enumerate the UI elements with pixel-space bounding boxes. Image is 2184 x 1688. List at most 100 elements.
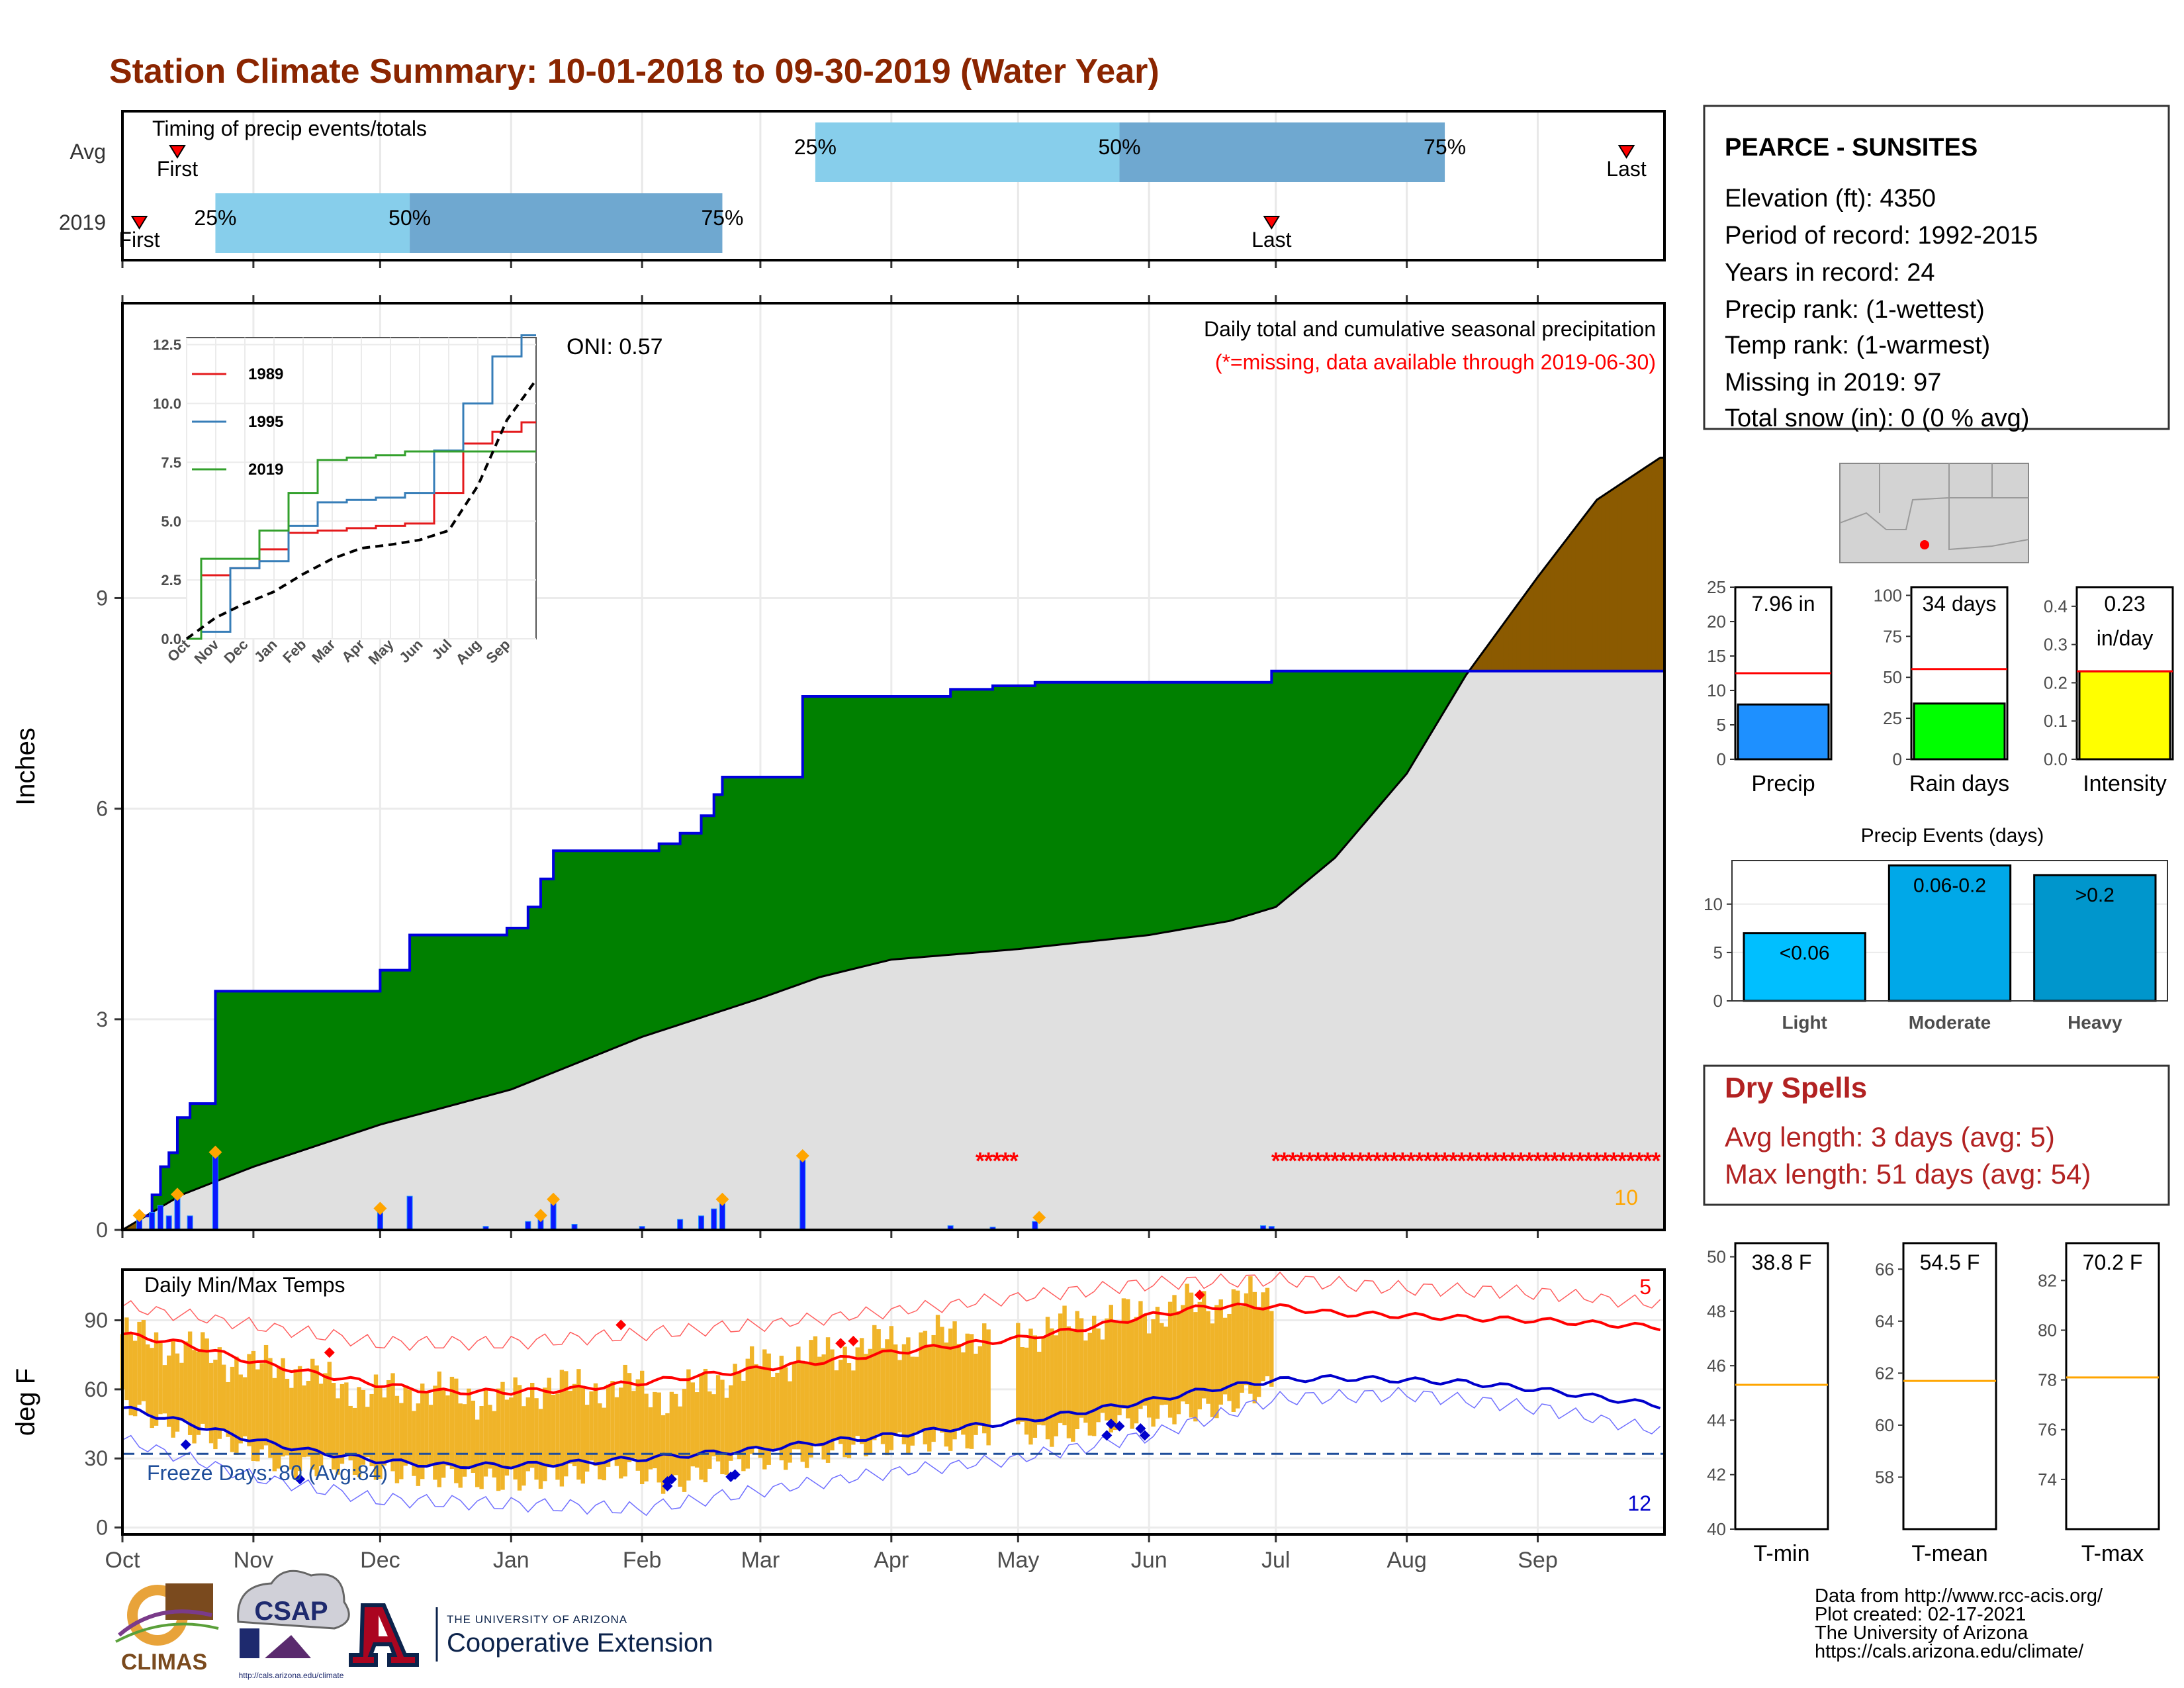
- daily-temp-bar: [965, 1333, 970, 1449]
- temp-summary-ytick-label: 40: [1707, 1519, 1726, 1539]
- daily-precip-bar: [719, 1203, 725, 1231]
- daily-temp-bar: [525, 1397, 531, 1472]
- missing-marker: *: [1516, 1147, 1525, 1174]
- daily-temp-bar: [948, 1329, 953, 1451]
- events-bar-label: 0.06-0.2: [1913, 874, 1986, 896]
- month-label: May: [997, 1548, 1039, 1573]
- temp-summary-ytick-label: 82: [2038, 1270, 2057, 1290]
- daily-temp-bar: [344, 1382, 349, 1454]
- daily-temp-bar: [281, 1358, 285, 1457]
- summary-ytick-label: 25: [1707, 577, 1726, 597]
- precip-panel: ***** ***********************************…: [11, 295, 1666, 1242]
- missing-marker: *: [1491, 1147, 1500, 1174]
- daily-temp-bar: [196, 1351, 201, 1435]
- summary-xlabel: Rain days: [1909, 771, 2009, 796]
- daily-temp-bar: [208, 1362, 214, 1444]
- month-label: Jul: [1261, 1548, 1290, 1573]
- daily-temp-bar: [935, 1315, 940, 1430]
- inset-ytick-label: 7.5: [161, 454, 181, 471]
- missing-marker: *: [1373, 1147, 1382, 1174]
- missing-marker: *: [1009, 1147, 1019, 1174]
- missing-marker: *: [1424, 1147, 1433, 1174]
- month-label: Apr: [874, 1548, 909, 1573]
- inset-ytick-label: 2.5: [161, 572, 181, 588]
- station-line-2: Period of record: 1992-2015: [1725, 222, 2038, 250]
- daily-temp-bar: [492, 1411, 496, 1478]
- missing-marker: *: [1440, 1147, 1449, 1174]
- record-low-marker: [295, 1474, 306, 1485]
- missing-marker: *: [1364, 1147, 1373, 1174]
- daily-temp-bar: [711, 1394, 716, 1457]
- daily-precip-bar: [711, 1208, 717, 1231]
- record-low-count: 12: [1627, 1491, 1651, 1515]
- daily-temp-bar: [1100, 1339, 1105, 1413]
- missing-marker: *: [1499, 1147, 1508, 1174]
- daily-temp-bar: [914, 1356, 919, 1432]
- record-precip-marker: [373, 1201, 387, 1215]
- missing-marker: *: [1508, 1147, 1517, 1174]
- avg-max-line: [122, 1302, 1661, 1396]
- daily-temp-bar: [323, 1373, 328, 1454]
- daily-temp-bar: [1240, 1306, 1244, 1393]
- daily-temp-bar: [1181, 1305, 1185, 1402]
- missing-marker: *: [1314, 1147, 1323, 1174]
- daily-temp-bar: [619, 1387, 623, 1479]
- daily-temp-bar: [1189, 1292, 1194, 1418]
- daily-temp-bar: [639, 1370, 645, 1484]
- precip-ytick-label: 9: [96, 586, 108, 610]
- daily-temp-bar: [331, 1383, 336, 1470]
- summary-value-label: in/day: [2097, 626, 2153, 650]
- temp-summary-xlabel: T-mean: [1911, 1541, 1987, 1566]
- daily-temp-bar: [1236, 1290, 1240, 1409]
- summary-ytick-label: 0.4: [2044, 596, 2068, 616]
- missing-marker: *: [1651, 1147, 1661, 1174]
- daily-temp-bar: [614, 1397, 619, 1466]
- daily-temp-bar: [1071, 1329, 1075, 1442]
- temp-summary-ytick-label: 58: [1875, 1467, 1894, 1487]
- daily-temp-bar: [880, 1348, 886, 1444]
- record-low-marker: [729, 1469, 741, 1480]
- daily-temp-bar: [437, 1371, 441, 1487]
- daily-temp-bar: [1252, 1291, 1257, 1404]
- daily-temp-bar: [1160, 1323, 1164, 1405]
- inset-series-line: [187, 334, 536, 640]
- daily-temp-bar: [754, 1364, 758, 1448]
- temp-summary-value: 54.5 F: [1920, 1250, 1980, 1274]
- daily-temp-bar: [1062, 1305, 1067, 1426]
- daily-temp-bar: [201, 1332, 205, 1424]
- daily-temp-bar: [1248, 1276, 1253, 1394]
- missing-marker: *: [1567, 1147, 1576, 1174]
- daily-temp-bar: [1147, 1333, 1152, 1418]
- temp-summary-ytick-label: 76: [2038, 1420, 2057, 1440]
- inset-avg-dashed-line: [185, 379, 537, 640]
- daily-temp-bar: [885, 1339, 889, 1456]
- month-label: Mar: [741, 1548, 780, 1573]
- daily-temp-bar: [504, 1399, 510, 1476]
- daily-precip-bar: [698, 1215, 705, 1231]
- record-precip-marker: [547, 1192, 561, 1206]
- daily-temp-bar: [580, 1385, 586, 1484]
- daily-temp-bar: [412, 1411, 416, 1476]
- daily-temp-bar: [682, 1389, 687, 1492]
- missing-marker: *: [1643, 1147, 1652, 1174]
- record-high-marker: [835, 1338, 846, 1349]
- daily-temp-bar: [483, 1390, 488, 1477]
- daily-temp-bar: [851, 1370, 856, 1445]
- timing-row-avg: Avg: [69, 140, 106, 164]
- daily-temp-bar: [407, 1389, 412, 1464]
- daily-temp-bar: [1113, 1320, 1118, 1430]
- month-label: Aug: [1387, 1548, 1427, 1573]
- daily-temp-bar: [268, 1358, 273, 1458]
- season-summary-bars: 7.96 in 0 5 10 15 20 25 Precip 34 days 0 25 50 75 100…: [1707, 577, 2174, 796]
- record-low-marker: [180, 1439, 191, 1450]
- daily-temp-bar: [707, 1391, 712, 1469]
- daily-temp-bar: [1058, 1313, 1063, 1423]
- daily-temp-bar: [1210, 1323, 1215, 1417]
- daily-temp-bar: [382, 1397, 387, 1466]
- daily-temp-bar: [927, 1346, 932, 1452]
- station-line-5: Temp rank: (1-warmest): [1725, 332, 1990, 359]
- daily-temp-bar: [686, 1369, 691, 1481]
- inset-legend-label: 1995: [248, 413, 283, 431]
- daily-temp-bar: [1066, 1326, 1071, 1438]
